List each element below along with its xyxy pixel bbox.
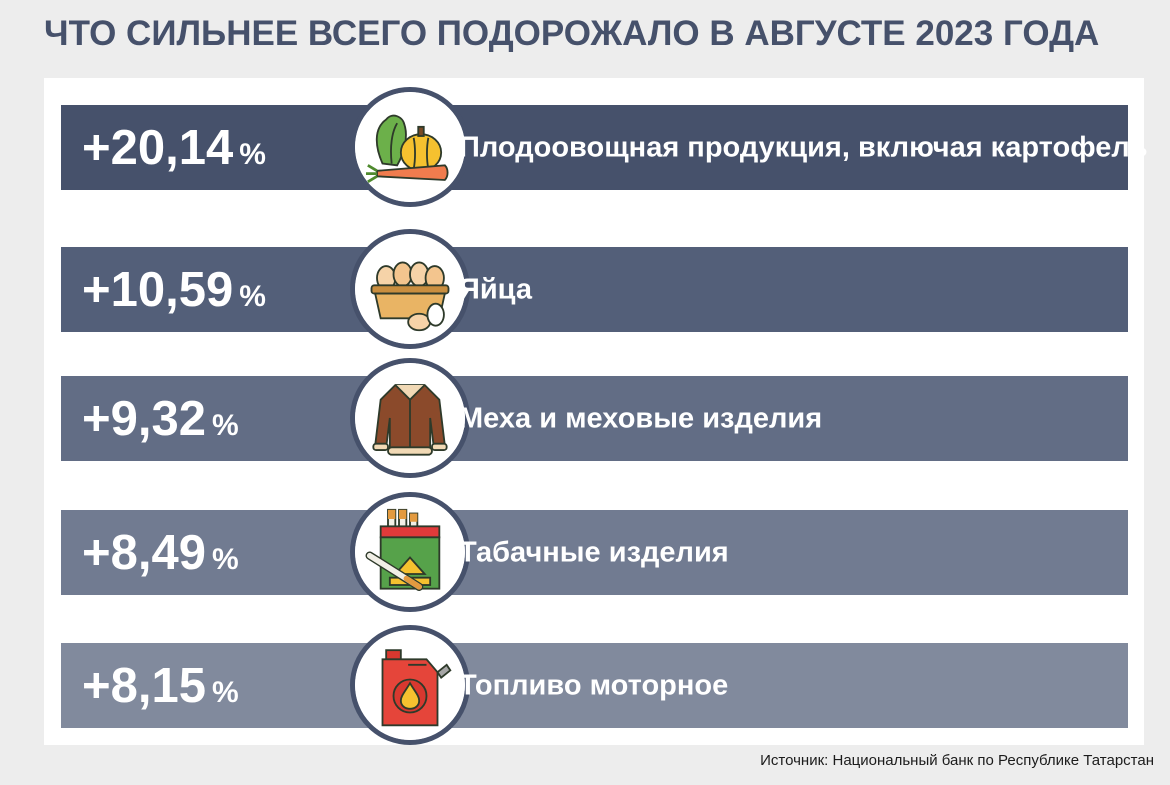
- fur-coat-icon: [350, 358, 470, 478]
- eggs-basket-icon: [350, 229, 470, 349]
- data-label-unit: %: [239, 279, 266, 313]
- chart-bar: +8,49% Табачные изделия: [61, 492, 1128, 612]
- data-label-value: +8,15: [82, 658, 206, 713]
- data-label: +8,15%: [82, 658, 239, 714]
- fuel-canister-icon: [350, 625, 470, 745]
- data-label: +20,14%: [82, 120, 266, 176]
- data-label: +9,32%: [82, 391, 239, 447]
- data-label-unit: %: [239, 137, 266, 171]
- data-label-value: +20,14: [82, 120, 234, 175]
- category-label: Табачные изделия: [459, 536, 729, 568]
- chart-bar: +8,15% Топливо моторное: [61, 625, 1128, 745]
- chart-bar: +9,32% Меха и меховые изделия: [61, 358, 1128, 478]
- data-label-unit: %: [211, 542, 239, 576]
- data-label-value: +9,32: [82, 391, 206, 446]
- data-label: +10,59%: [82, 262, 266, 318]
- data-label-unit: %: [211, 675, 239, 709]
- page-title: ЧТО СИЛЬНЕЕ ВСЕГО ПОДОРОЖАЛО В АВГУСТЕ 2…: [44, 14, 1100, 53]
- data-label-value: +8,49: [82, 525, 206, 580]
- vegetables-icon: [350, 87, 470, 207]
- category-label: Меха и меховые изделия: [459, 402, 823, 434]
- data-label-value: +10,59: [82, 262, 234, 317]
- chart-bar: +20,14% Плодоовощная продукция, включая …: [61, 87, 1148, 207]
- data-label: +8,49%: [82, 525, 239, 581]
- source-note: Источник: Национальный банк по Республик…: [760, 752, 1154, 769]
- data-label-unit: %: [211, 408, 239, 442]
- category-label: Топливо моторное: [459, 669, 729, 701]
- cigarettes-icon: [350, 492, 470, 612]
- category-label: Яйца: [459, 273, 532, 305]
- chart-bar: +10,59% Яйца: [61, 229, 1128, 349]
- category-label: Плодоовощная продукция, включая картофел…: [459, 131, 1148, 163]
